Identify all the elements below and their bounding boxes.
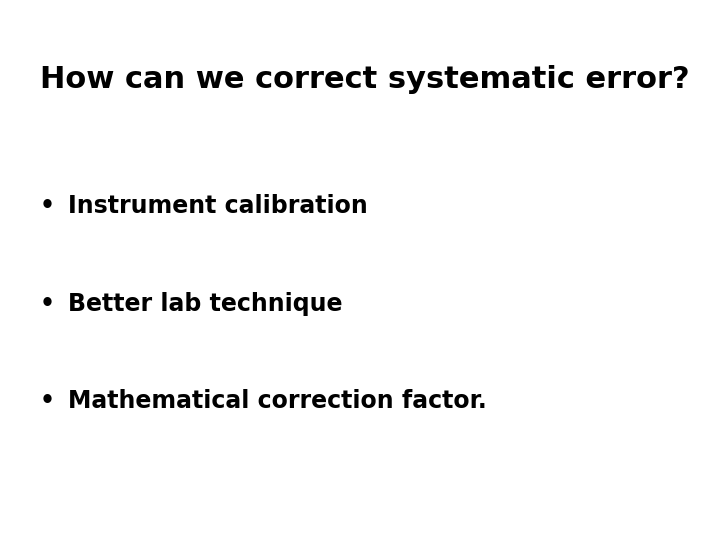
Text: •: • (40, 194, 55, 218)
Text: Better lab technique: Better lab technique (68, 292, 343, 315)
Text: Instrument calibration: Instrument calibration (68, 194, 368, 218)
Text: •: • (40, 389, 55, 413)
Text: Mathematical correction factor.: Mathematical correction factor. (68, 389, 487, 413)
Text: How can we correct systematic error?: How can we correct systematic error? (40, 65, 689, 94)
Text: •: • (40, 292, 55, 315)
